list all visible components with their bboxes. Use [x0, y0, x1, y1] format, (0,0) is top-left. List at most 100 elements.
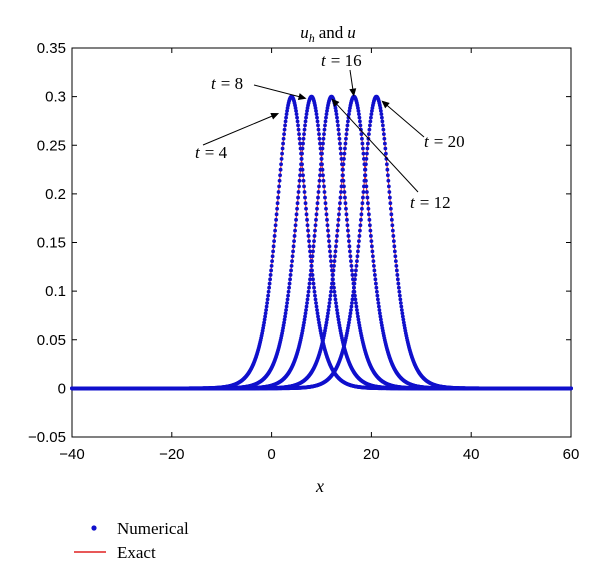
- numerical-point: [293, 106, 298, 110]
- numerical-point: [302, 132, 306, 136]
- numerical-point: [322, 127, 327, 132]
- numerical-point: [285, 109, 289, 113]
- numerical-point: [381, 127, 386, 132]
- numerical-point: [284, 308, 288, 312]
- numerical-point: [371, 259, 376, 264]
- numerical-point: [334, 244, 338, 249]
- numerical-point: [274, 212, 279, 217]
- numerical-point: [305, 109, 309, 113]
- numerical-point: [352, 285, 356, 290]
- numerical-point: [300, 151, 304, 156]
- numerical-point: [369, 115, 373, 120]
- numerical-point: [336, 123, 340, 128]
- numerical-point: [296, 195, 300, 200]
- numerical-point: [351, 289, 356, 294]
- numerical-point: [263, 314, 268, 319]
- numerical-point: [310, 259, 314, 264]
- numerical-point: [275, 201, 280, 206]
- numerical-point: [384, 162, 389, 167]
- numerical-point: [314, 212, 319, 217]
- numerical-point: [369, 234, 373, 238]
- numerical-point: [357, 234, 362, 238]
- numerical-point: [292, 239, 296, 244]
- y-tick-label: −0.05: [28, 429, 66, 446]
- numerical-point: [357, 115, 362, 120]
- numerical-point: [334, 109, 338, 113]
- numerical-point: [284, 304, 289, 309]
- numerical-point: [321, 141, 325, 146]
- numerical-point: [395, 277, 400, 282]
- y-tick-label: 0.2: [45, 186, 66, 203]
- numerical-point: [356, 317, 361, 322]
- numerical-point: [394, 263, 399, 268]
- numerical-point: [396, 281, 401, 286]
- numerical-point: [374, 289, 379, 294]
- numerical-point: [313, 106, 318, 110]
- numerical-point: [333, 249, 338, 254]
- numerical-point: [281, 141, 285, 146]
- numerical-point: [350, 273, 355, 277]
- numerical-point: [278, 173, 282, 178]
- numerical-point: [347, 320, 351, 325]
- numerical-point: [313, 293, 317, 298]
- numerical-point: [309, 263, 314, 268]
- y-tick-label: 0.3: [45, 89, 66, 106]
- numerical-point: [301, 178, 306, 183]
- numerical-point: [262, 320, 267, 325]
- numerical-point: [344, 212, 349, 217]
- numerical-point: [361, 146, 365, 151]
- numerical-point: [288, 273, 293, 277]
- numerical-point: [355, 254, 360, 259]
- numerical-point: [302, 184, 306, 189]
- numerical-point: [326, 311, 330, 316]
- numerical-point: [270, 254, 275, 259]
- numerical-point: [363, 167, 368, 172]
- numerical-point: [348, 254, 353, 259]
- numerical-point: [354, 263, 359, 268]
- numerical-point: [337, 136, 342, 141]
- numerical-point: [338, 146, 343, 151]
- numerical-point: [360, 141, 365, 146]
- plot-frame: [71, 47, 572, 438]
- numerical-point: [328, 254, 333, 259]
- numerical-point: [393, 259, 398, 264]
- numerical-point: [350, 297, 355, 302]
- y-tick-label: 0: [58, 380, 66, 397]
- numerical-point: [283, 123, 287, 128]
- numerical-point: [335, 115, 339, 120]
- numerical-point: [269, 263, 274, 268]
- numerical-point: [307, 239, 311, 244]
- numerical-point: [308, 277, 312, 282]
- numerical-point: [356, 106, 360, 110]
- numerical-point: [321, 178, 326, 183]
- title-subscript: h: [309, 31, 315, 45]
- numerical-point: [340, 178, 344, 183]
- numerical-point: [354, 304, 359, 309]
- numerical-point: [302, 190, 307, 194]
- numerical-point: [316, 123, 320, 128]
- numerical-point: [365, 195, 370, 200]
- numerical-point: [311, 249, 315, 254]
- numerical-point: [380, 119, 385, 124]
- numerical-point: [328, 249, 332, 254]
- numerical-point: [314, 112, 319, 117]
- axis-ticks: [71, 47, 572, 438]
- x-tick-label: 60: [563, 446, 580, 463]
- numerical-point: [306, 293, 310, 298]
- numerical-point: [367, 212, 371, 217]
- numerical-point: [336, 317, 341, 322]
- numerical-point: [368, 223, 372, 228]
- numerical-point: [310, 254, 315, 259]
- numerical-point: [326, 234, 331, 238]
- numerical-point: [394, 268, 399, 273]
- numerical-point: [303, 201, 308, 206]
- x-tick-label: 0: [267, 446, 275, 463]
- numerical-point: [308, 273, 313, 277]
- x-tick-label: 40: [463, 446, 480, 463]
- numerical-point: [335, 228, 340, 233]
- numerical-point: [295, 119, 300, 124]
- numerical-point: [343, 195, 347, 200]
- numerical-point: [295, 115, 299, 120]
- numerical-point: [304, 112, 309, 117]
- numerical-point: [341, 162, 346, 167]
